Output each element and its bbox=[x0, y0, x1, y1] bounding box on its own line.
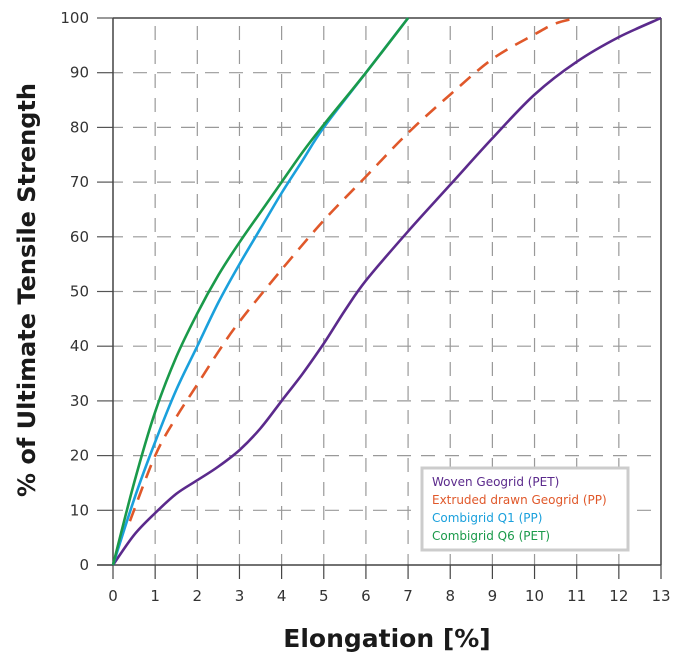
y-tick-label: 50 bbox=[70, 283, 89, 301]
x-tick-label: 1 bbox=[150, 587, 160, 605]
x-tick-label: 6 bbox=[361, 587, 371, 605]
series-line-woven-geogrid-pet bbox=[111, 16, 662, 566]
series-group bbox=[111, 16, 662, 566]
x-tick-label: 3 bbox=[235, 587, 245, 605]
y-tick-label: 60 bbox=[70, 228, 89, 246]
y-tick-label: 0 bbox=[79, 556, 89, 574]
x-tick-label: 5 bbox=[319, 587, 329, 605]
y-tick-label: 40 bbox=[70, 337, 89, 355]
legend-box bbox=[420, 466, 630, 552]
series-line-extruded-drawn-geogrid-pp bbox=[128, 16, 578, 522]
axes bbox=[97, 17, 662, 579]
legend-entry: Combigrid Q1 (PP) bbox=[432, 511, 542, 525]
y-tick-label: 80 bbox=[70, 118, 89, 136]
y-tick-label: 10 bbox=[70, 501, 89, 519]
x-tick-label: 7 bbox=[403, 587, 413, 605]
legend-entry: Woven Geogrid (PET) bbox=[432, 475, 559, 489]
series-line-combigrid-q1-pp bbox=[111, 17, 410, 566]
grid bbox=[113, 18, 661, 565]
y-tick-label: 70 bbox=[70, 173, 89, 191]
x-tick-label: 2 bbox=[193, 587, 203, 605]
y-tick-label: 20 bbox=[70, 447, 89, 465]
x-tick-label: 8 bbox=[445, 587, 455, 605]
legend-entry: Combigrid Q6 (PET) bbox=[432, 529, 550, 543]
series-line-combigrid-q6-pet bbox=[111, 17, 410, 566]
x-tick-label: 13 bbox=[651, 587, 670, 605]
y-tick-label: 30 bbox=[70, 392, 89, 410]
x-tick-label: 0 bbox=[108, 587, 118, 605]
x-tick-label: 4 bbox=[277, 587, 287, 605]
x-axis-title: Elongation [%] bbox=[283, 624, 490, 653]
legend-entry: Extruded drawn Geogrid (PP) bbox=[432, 493, 607, 507]
y-tick-label: 100 bbox=[60, 9, 89, 27]
y-axis-title: % of Ultimate Tensile Strength bbox=[13, 83, 41, 497]
x-tick-label: 11 bbox=[567, 587, 586, 605]
legend: Woven Geogrid (PET) Extruded drawn Geogri… bbox=[420, 466, 630, 552]
x-tick-label: 12 bbox=[609, 587, 628, 605]
x-tick-label: 10 bbox=[525, 587, 544, 605]
x-tick-label: 9 bbox=[488, 587, 498, 605]
y-tick-label: 90 bbox=[70, 64, 89, 82]
